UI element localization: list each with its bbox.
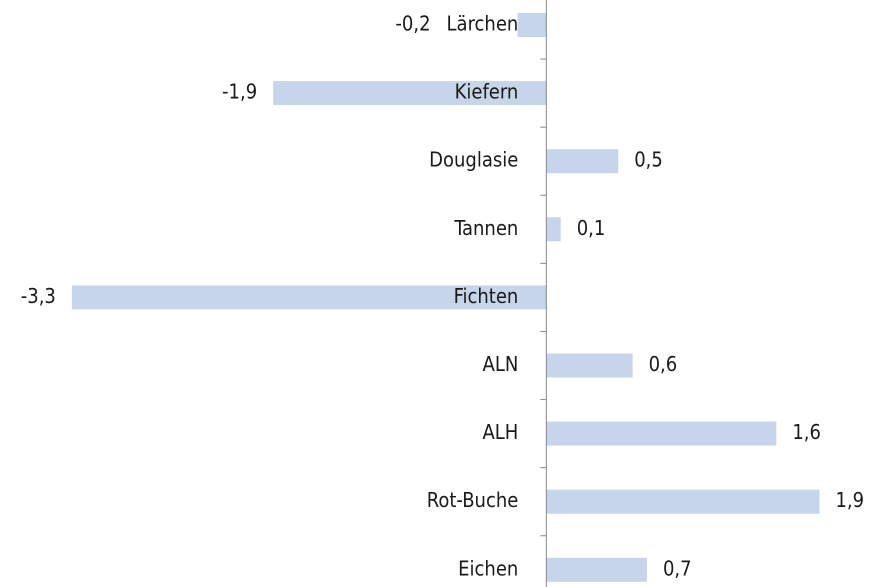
value-label: -0,2 xyxy=(395,12,430,36)
bar xyxy=(71,285,547,310)
category-label: ALH xyxy=(482,420,518,444)
value-label: 0,7 xyxy=(663,556,692,580)
bar xyxy=(517,13,547,37)
value-label: -3,3 xyxy=(21,284,56,308)
bar xyxy=(546,421,777,446)
value-label: 0,6 xyxy=(649,352,678,376)
category-label: Douglasie xyxy=(429,148,518,172)
category-label: ALN xyxy=(483,352,519,376)
category-label: Rot-Buche xyxy=(427,488,519,512)
bar xyxy=(546,489,820,514)
category-label: Fichten xyxy=(454,284,519,308)
bar xyxy=(546,217,561,242)
category-label: Lärchen xyxy=(447,12,519,36)
category-label: Eichen xyxy=(458,556,518,580)
bar xyxy=(546,149,619,174)
bar xyxy=(546,353,633,378)
value-label: 0,1 xyxy=(577,216,606,240)
value-label: -1,9 xyxy=(222,80,257,104)
category-label: Kiefern xyxy=(455,80,519,104)
bar xyxy=(273,81,547,106)
bar xyxy=(546,557,647,582)
value-label: 1,6 xyxy=(792,420,821,444)
value-label: 1,9 xyxy=(835,488,864,512)
category-label: Tannen xyxy=(453,216,518,240)
value-label: 0,5 xyxy=(634,148,663,172)
